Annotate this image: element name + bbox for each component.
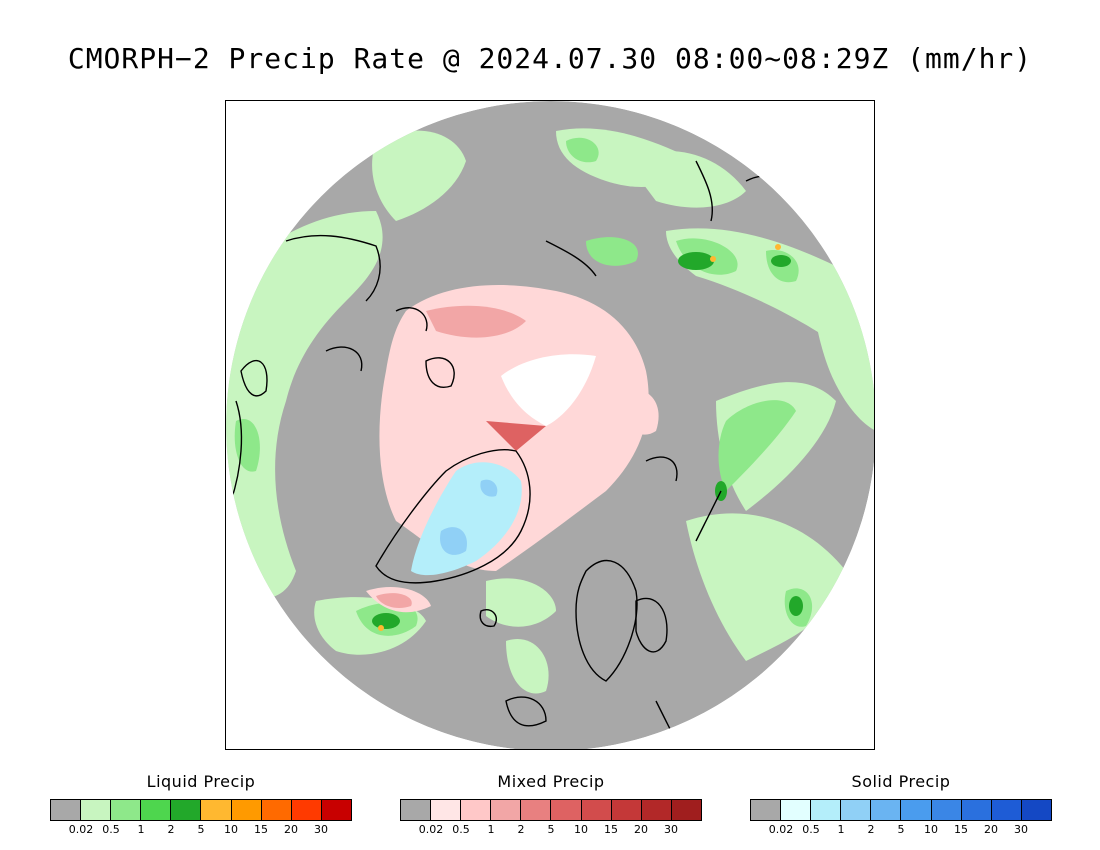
legend-swatch (751, 800, 782, 820)
legend-swatch (111, 800, 142, 820)
mixed-legend-title: Mixed Precip (497, 772, 605, 791)
legend-tick-label: 15 (604, 823, 618, 836)
legend-tick-label: 20 (634, 823, 648, 836)
legend-tick-label: 0.5 (452, 823, 470, 836)
legend-tick-label: 2 (167, 823, 175, 836)
solid-precip-legend: Solid Precip 0.02 0.5 1 2 5 10 15 20 30 (750, 772, 1052, 836)
legend-swatch (931, 800, 962, 820)
legend-swatch (81, 800, 112, 820)
legend-swatch (141, 800, 172, 820)
legend-swatch (491, 800, 522, 820)
legend-tick-label: 30 (1014, 823, 1028, 836)
liquid-legend-title: Liquid Precip (146, 772, 256, 791)
precip-map (225, 100, 875, 750)
legend-tick-label: 10 (924, 823, 938, 836)
intense-liquid-precip (378, 244, 781, 631)
legend-tick-label: 30 (664, 823, 678, 836)
legend-tick-label: 20 (284, 823, 298, 836)
heavy-liquid-precip (372, 252, 803, 629)
legend-tick-label: 0.5 (802, 823, 820, 836)
solid-legend-colorbar (750, 799, 1052, 821)
legend-swatch (961, 800, 992, 820)
legend-tick-label: 0.5 (102, 823, 120, 836)
legend-tick-label: 15 (954, 823, 968, 836)
legend-tick-label: 5 (897, 823, 905, 836)
mixed-legend-colorbar (400, 799, 702, 821)
legend-swatch (991, 800, 1022, 820)
legend-tick-label: 5 (197, 823, 205, 836)
legend-swatch (321, 800, 351, 820)
legend-swatch (431, 800, 462, 820)
legend-swatch (201, 800, 232, 820)
legend-tick-label: 0.02 (68, 823, 94, 836)
liquid-legend-ticks: 0.02 0.5 1 2 5 10 15 20 30 (50, 821, 352, 836)
legend-swatch (781, 800, 812, 820)
legend-swatch (581, 800, 612, 820)
legend-swatch (261, 800, 292, 820)
legend-swatch (461, 800, 492, 820)
legend-tick-label: 10 (224, 823, 238, 836)
legend-swatch (521, 800, 552, 820)
legend-swatch (811, 800, 842, 820)
legend-tick-label: 15 (254, 823, 268, 836)
legend-swatch (551, 800, 582, 820)
mixed-precip-heavy (486, 421, 546, 451)
legend-swatch (901, 800, 932, 820)
legend-swatch (171, 800, 202, 820)
legend-tick-label: 1 (137, 823, 145, 836)
legend-swatch (231, 800, 262, 820)
legend-tick-label: 2 (517, 823, 525, 836)
legend-tick-label: 30 (314, 823, 328, 836)
solid-precip-areas (411, 462, 522, 576)
polar-map-canvas (226, 101, 874, 749)
legend-swatch (51, 800, 82, 820)
legend-tick-label: 0.02 (768, 823, 794, 836)
legend-tick-label: 5 (547, 823, 555, 836)
map-title: CMORPH−2 Precip Rate @ 2024.07.30 08:00~… (67, 42, 1033, 75)
legend-tick-label: 10 (574, 823, 588, 836)
no-data-area (501, 354, 596, 426)
legend-swatch (841, 800, 872, 820)
solid-legend-ticks: 0.02 0.5 1 2 5 10 15 20 30 (750, 821, 1052, 836)
legend-swatch (291, 800, 322, 820)
legend-tick-label: 20 (984, 823, 998, 836)
legend-swatch (401, 800, 432, 820)
legend-tick-label: 2 (867, 823, 875, 836)
legend-swatch (611, 800, 642, 820)
legend-swatch (1021, 800, 1051, 820)
liquid-legend-colorbar (50, 799, 352, 821)
legend-swatch (641, 800, 672, 820)
solid-legend-title: Solid Precip (851, 772, 951, 791)
outside-projection (226, 101, 874, 749)
legend-tick-label: 0.02 (418, 823, 444, 836)
legend-tick-label: 1 (837, 823, 845, 836)
mixed-precip-moderate (376, 305, 526, 608)
liquid-precip-legend: Liquid Precip 0.02 0.5 1 2 5 10 15 20 30 (50, 772, 352, 836)
legend-swatch (871, 800, 902, 820)
legend-swatch (671, 800, 701, 820)
legend-tick-label: 1 (487, 823, 495, 836)
mixed-precip-legend: Mixed Precip 0.02 0.5 1 2 5 10 15 20 30 (400, 772, 702, 836)
mixed-legend-ticks: 0.02 0.5 1 2 5 10 15 20 30 (400, 821, 702, 836)
